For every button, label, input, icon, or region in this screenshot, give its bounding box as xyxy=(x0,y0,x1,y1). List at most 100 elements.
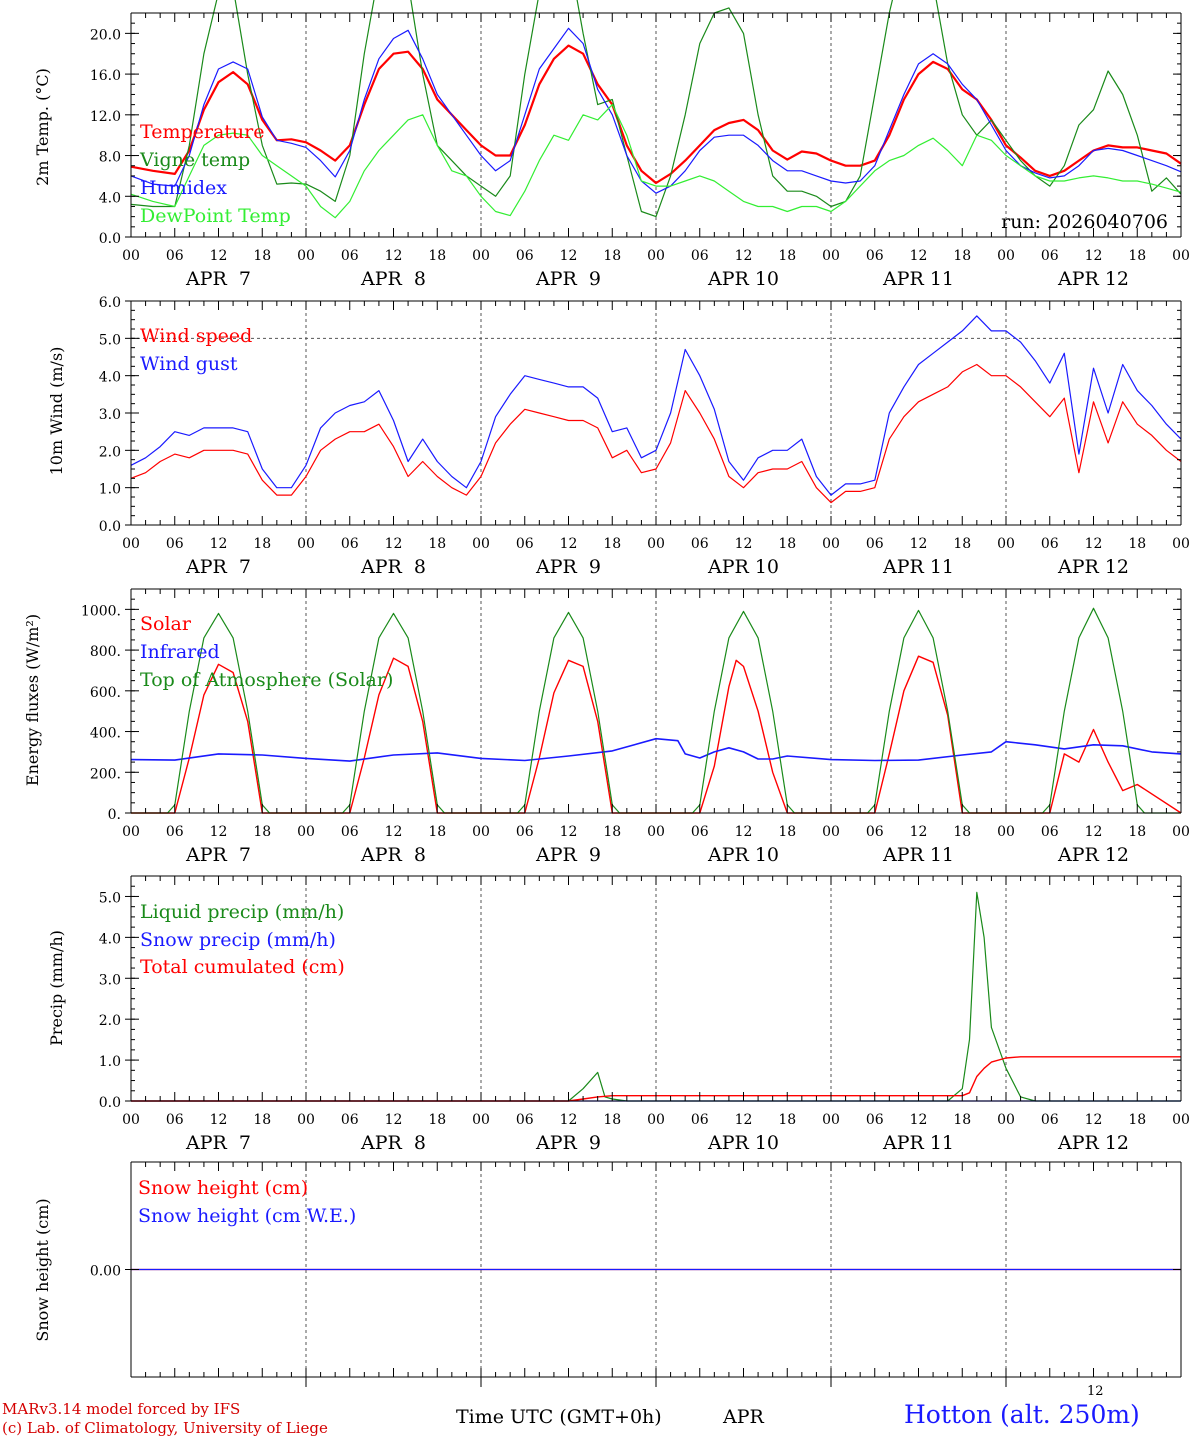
x-tick-label: 12 xyxy=(735,1112,753,1128)
y-tick-label: 1000. xyxy=(81,603,121,619)
y-axis-label: Snow height (cm) xyxy=(33,1198,52,1341)
x-tick-label: 06 xyxy=(691,536,709,552)
legend-entry: Humidex xyxy=(140,177,227,199)
x-tick-label: 00 xyxy=(822,536,840,552)
x-tick-label: 00 xyxy=(647,824,665,840)
x-tick-label: 00 xyxy=(472,824,490,840)
day-label: APR 11 xyxy=(882,1132,954,1154)
y-tick-label: 800. xyxy=(90,644,121,660)
x-tick-label: 12 xyxy=(735,536,753,552)
x-tick-label: 06 xyxy=(341,248,359,264)
y-tick-label: 2.0 xyxy=(99,1013,121,1029)
x-tick-label: 12 xyxy=(1085,536,1103,552)
x-tick-label: 00 xyxy=(997,536,1015,552)
x-tick-label: 12 xyxy=(910,248,928,264)
x-tick-label: 00 xyxy=(647,536,665,552)
x-tick-label: 12 xyxy=(735,824,753,840)
x-tick-label: 06 xyxy=(1041,1112,1059,1128)
day-label: APR 8 xyxy=(360,1132,426,1154)
y-tick-label: 12.0 xyxy=(90,109,121,125)
legend-entry: Liquid precip (mm/h) xyxy=(140,901,344,923)
day-label: APR 10 xyxy=(707,268,779,290)
legend-entry: Solar xyxy=(140,613,192,635)
y-tick-label: 200. xyxy=(90,766,121,782)
series-line-wind-gust xyxy=(130,315,1182,496)
x-tick-label: 18 xyxy=(603,248,621,264)
y-tick-label: 4.0 xyxy=(99,370,121,386)
x-tick-label: 00 xyxy=(122,536,140,552)
day-label: APR 8 xyxy=(360,268,426,290)
x-tick-label: 18 xyxy=(953,536,971,552)
x-tick-label: 06 xyxy=(341,1112,359,1128)
y-axis-label: Precip (mm/h) xyxy=(47,930,66,1046)
x-tick-label: 00 xyxy=(472,248,490,264)
day-label: APR 11 xyxy=(882,556,954,578)
x-tick-label: 18 xyxy=(428,1112,446,1128)
y-tick-label: 20.0 xyxy=(90,27,121,43)
x-tick-label: 12 xyxy=(210,824,228,840)
x-tick-label: 12 xyxy=(385,536,403,552)
x-tick-label: 06 xyxy=(866,1112,884,1128)
x-tick-label: 12 xyxy=(1085,248,1103,264)
x-tick-label: 12 xyxy=(735,248,753,264)
x-tick-label: 00 xyxy=(472,1112,490,1128)
x-tick-label: 12 xyxy=(560,248,578,264)
y-tick-label: 0. xyxy=(108,807,121,823)
x-tick-label: 00 xyxy=(647,248,665,264)
y-axis-label: 2m Temp. (°C) xyxy=(33,68,52,186)
day-label: APR 12 xyxy=(1057,844,1129,866)
series-line-wind-speed xyxy=(130,363,1182,504)
x-tick-label: 06 xyxy=(866,536,884,552)
y-tick-label: 4.0 xyxy=(99,931,121,947)
x-tick-label: 18 xyxy=(1128,536,1146,552)
legend-entry: Vigne temp xyxy=(139,149,250,171)
y-tick-label: 3.0 xyxy=(99,407,121,423)
x-tick-label: 06 xyxy=(1041,824,1059,840)
day-label: APR 9 xyxy=(535,844,601,866)
x-tick-label: 12 xyxy=(210,248,228,264)
day-label: APR 10 xyxy=(707,556,779,578)
x-tick-label: 00 xyxy=(1172,248,1190,264)
panel-3: 0. 200. 400. 600. 800. 1000. Energy fluxes (W/… xyxy=(23,588,1190,866)
run-label: run: 2026040706 xyxy=(1001,211,1168,233)
lab-credit: (c) Lab. of Climatology, University of L… xyxy=(2,1419,328,1437)
day-label: APR 7 xyxy=(185,268,251,290)
x-tick-label: 18 xyxy=(953,824,971,840)
x-tick-label: 06 xyxy=(341,824,359,840)
x-tick-label: 18 xyxy=(428,824,446,840)
x-tick-label: 00 xyxy=(472,536,490,552)
x-tick-label: 00 xyxy=(822,248,840,264)
y-tick-label: 2.0 xyxy=(99,444,121,460)
legend-entry: Top of Atmosphere (Solar) xyxy=(140,669,393,691)
legend-entry: Infrared xyxy=(140,641,220,663)
x-tick-label: 18 xyxy=(253,824,271,840)
x-tick-label: 00 xyxy=(822,1112,840,1128)
x-tick-label: 06 xyxy=(166,536,184,552)
panel-5: 0.00 Snow height (cm) Snow height (cm) Snow… xyxy=(33,1161,1182,1378)
x-tick-label: 06 xyxy=(866,248,884,264)
y-tick-label: 1.0 xyxy=(99,1054,121,1070)
y-tick-label: 5.0 xyxy=(99,332,121,348)
x-tick-label: 18 xyxy=(428,248,446,264)
y-tick-label: 5.0 xyxy=(99,890,121,906)
station-label: Hotton (alt. 250m) xyxy=(904,1400,1140,1429)
y-tick-label: 1.0 xyxy=(99,482,121,498)
panel-1: 0.0 4.0 8.0 12.0 16.0 20.0 2m Temp. (°C) 00 06 12… xyxy=(33,0,1190,290)
day-label: APR 10 xyxy=(707,1132,779,1154)
x-tick-label: 06 xyxy=(691,248,709,264)
legend-entry: DewPoint Temp xyxy=(140,205,291,227)
series-line-humidex xyxy=(130,27,1182,194)
x-tick-label: 06 xyxy=(516,536,534,552)
x-tick-label: 00 xyxy=(297,536,315,552)
day-label: APR 9 xyxy=(535,556,601,578)
day-label: APR 7 xyxy=(185,556,251,578)
y-axis-label: Energy fluxes (W/m²) xyxy=(23,614,42,786)
x-tick-label: 12 xyxy=(560,536,578,552)
x-tick-label: 06 xyxy=(516,1112,534,1128)
series-line-vigne-temp xyxy=(130,0,1182,218)
x-tick-label: 00 xyxy=(122,248,140,264)
legend-entry: Snow height (cm) xyxy=(138,1177,308,1199)
y-tick-label: 4.0 xyxy=(99,190,121,206)
x-tick-label: 12 xyxy=(385,824,403,840)
y-axis-label: 10m Wind (m/s) xyxy=(47,347,66,476)
